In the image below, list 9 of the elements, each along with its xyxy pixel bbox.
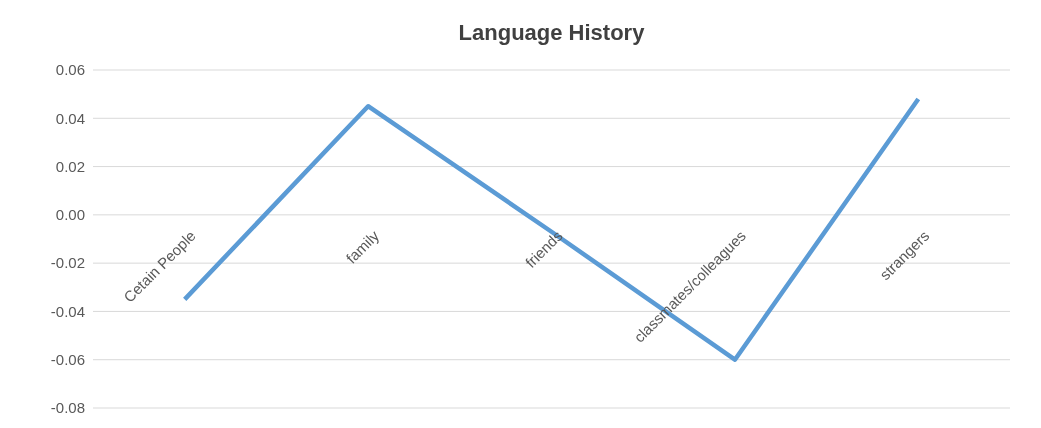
- y-tick-label: -0.08: [50, 399, 85, 417]
- y-tick-label: 0.00: [55, 206, 85, 224]
- y-tick-label: 0.04: [55, 109, 85, 127]
- y-tick-label: -0.04: [50, 302, 85, 320]
- y-tick-label: -0.06: [50, 350, 85, 368]
- chart-title: Language History: [458, 20, 646, 45]
- y-tick-label: -0.02: [50, 254, 85, 272]
- y-tick-label: 0.06: [55, 61, 85, 79]
- y-tick-label: 0.02: [55, 157, 85, 175]
